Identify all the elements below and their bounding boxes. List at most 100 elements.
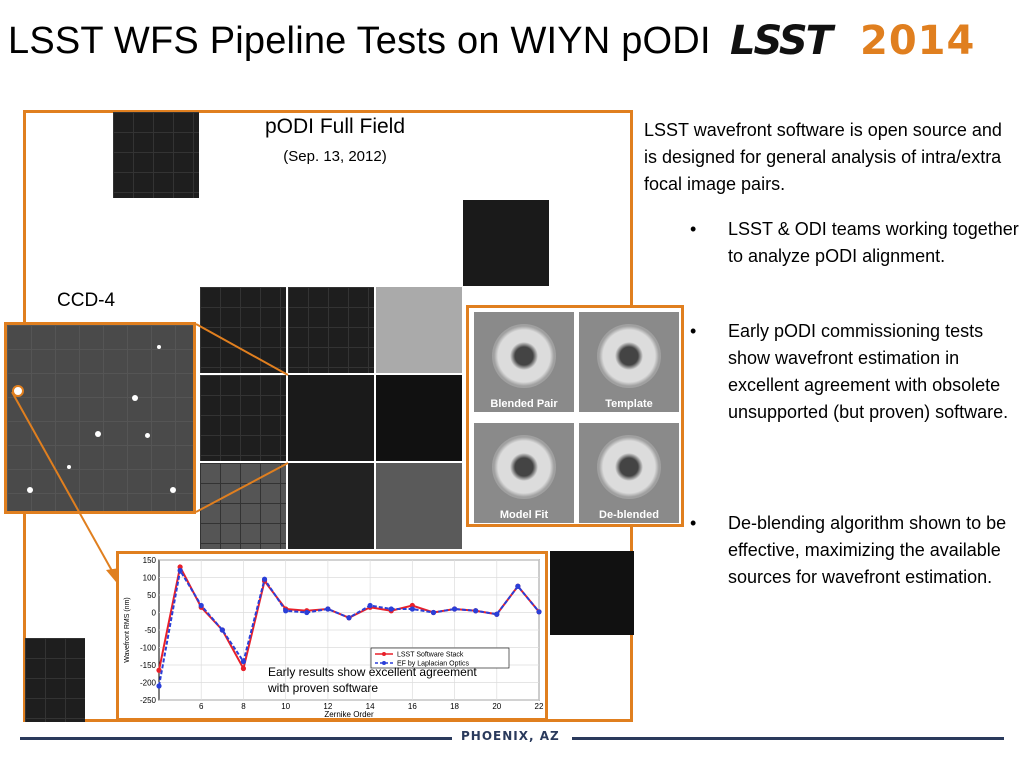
data-point bbox=[388, 606, 394, 612]
star bbox=[157, 345, 161, 349]
data-point bbox=[451, 606, 458, 612]
x-tick-label: 22 bbox=[535, 702, 544, 711]
donut-template: Template bbox=[579, 312, 679, 412]
y-tick-label: 50 bbox=[147, 591, 156, 600]
ccd-tile-r3c1 bbox=[200, 463, 286, 549]
y-axis-label: Wavefront RMS (nm) bbox=[124, 597, 131, 662]
donut-image bbox=[597, 324, 661, 388]
legend-marker bbox=[382, 652, 386, 656]
footer-rule-left bbox=[20, 737, 452, 740]
data-point bbox=[240, 658, 247, 665]
ccd4-label: CCD-4 bbox=[57, 290, 116, 311]
lsst-logo: LSST bbox=[730, 18, 833, 64]
bullet-dot: • bbox=[690, 513, 697, 533]
data-point bbox=[261, 576, 268, 582]
bullet-text: LSST & ODI teams working together to ana… bbox=[728, 219, 1019, 266]
y-tick-label: 0 bbox=[152, 609, 157, 618]
data-point bbox=[156, 667, 162, 673]
donut-image bbox=[492, 324, 556, 388]
logo-year: 2014 bbox=[860, 18, 976, 64]
slide-title: LSST WFS Pipeline Tests on WIYN pODI bbox=[8, 20, 711, 62]
intro-text: LSST wavefront software is open source a… bbox=[644, 120, 1002, 194]
legend-entry: LSST Software Stack bbox=[397, 652, 464, 659]
data-point bbox=[515, 583, 521, 589]
data-point bbox=[473, 608, 479, 614]
bullet-text: De-blending algorithm shown to be effect… bbox=[728, 513, 1007, 587]
data-point bbox=[430, 609, 437, 616]
ccd-tile-r2c1 bbox=[200, 375, 286, 461]
donut-image bbox=[492, 435, 556, 499]
bullet-item: • De-blending algorithm shown to be effe… bbox=[690, 510, 1020, 620]
donut-panel: Blended Pair Template Model Fit De-blend… bbox=[466, 305, 684, 527]
star bbox=[132, 395, 138, 401]
x-tick-label: 16 bbox=[408, 702, 417, 711]
donut-label: De-blended bbox=[599, 509, 659, 521]
data-point bbox=[325, 606, 331, 612]
ccd-tile-r3c3 bbox=[376, 463, 462, 549]
y-tick-label: -100 bbox=[140, 644, 157, 653]
data-point bbox=[240, 665, 247, 672]
data-point bbox=[219, 627, 225, 633]
data-point bbox=[367, 602, 373, 609]
field-title: pODI Full Field bbox=[264, 115, 406, 138]
ccd-tile-bottom-left bbox=[25, 638, 85, 722]
chart-caption: Early results show excellent agreement w… bbox=[268, 665, 477, 695]
star bbox=[145, 433, 150, 438]
donut-deblended: De-blended bbox=[579, 423, 679, 523]
legend-marker bbox=[382, 661, 386, 665]
data-point bbox=[409, 606, 415, 612]
bullet-item: • Early pODI commissioning tests show wa… bbox=[690, 318, 1020, 488]
ccd4-zoom-image bbox=[4, 322, 196, 514]
star bbox=[12, 385, 24, 397]
ccd-tile-r1c1 bbox=[200, 287, 286, 373]
connector-line bbox=[11, 391, 117, 579]
ccd-tile-r2c2 bbox=[288, 375, 374, 461]
y-tick-label: 150 bbox=[143, 556, 157, 565]
star bbox=[67, 465, 71, 469]
data-point bbox=[346, 615, 352, 621]
bullet-dot: • bbox=[690, 219, 697, 239]
ccd-tile-top-left bbox=[113, 112, 199, 198]
donut-label: Model Fit bbox=[499, 509, 549, 521]
ccd-tile-top-right bbox=[463, 200, 549, 286]
footer-rule-right bbox=[572, 737, 1004, 740]
data-point bbox=[283, 608, 289, 614]
legend-box bbox=[370, 647, 510, 669]
connector-line bbox=[195, 462, 289, 513]
y-tick-label: 100 bbox=[143, 574, 157, 583]
data-point bbox=[177, 567, 183, 574]
legend-entry: EF by Laplacian Optics bbox=[397, 661, 469, 668]
donut-label: Template bbox=[605, 398, 653, 410]
bullet-text: Early pODI commissioning tests show wave… bbox=[728, 321, 1009, 422]
chart-svg: -250 -200 -150 -100 -50 0 50 100 150 6 8 10 12 14 16 18… bbox=[124, 556, 544, 719]
x-tick-label: 10 bbox=[281, 702, 290, 711]
data-point bbox=[304, 609, 310, 616]
star bbox=[170, 487, 176, 493]
x-tick-label: 14 bbox=[366, 702, 375, 711]
ccd-tile-r2c3 bbox=[376, 375, 462, 461]
x-tick-label: 6 bbox=[199, 702, 204, 711]
ccd-tile-r3c2 bbox=[288, 463, 374, 549]
y-tick-label: -250 bbox=[140, 696, 157, 705]
donut-label: Blended Pair bbox=[490, 398, 558, 410]
connector-line bbox=[195, 323, 289, 376]
star bbox=[27, 487, 33, 493]
data-point bbox=[494, 611, 500, 617]
donut-blended-pair: Blended Pair bbox=[474, 312, 574, 412]
star bbox=[95, 431, 101, 437]
y-tick-label: -50 bbox=[144, 626, 156, 635]
ccd-tile-r1c2 bbox=[288, 287, 374, 373]
data-point bbox=[198, 602, 204, 609]
wavefront-chart: -250 -200 -150 -100 -50 0 50 100 150 6 8 10 12 14 16 18… bbox=[116, 551, 548, 721]
bullet-dot: • bbox=[690, 321, 697, 341]
field-date: (Sep. 13, 2012) bbox=[283, 148, 387, 165]
footer-location: PHOENIX, AZ bbox=[461, 729, 560, 743]
data-point bbox=[156, 683, 162, 689]
ccd-tile-r1c3 bbox=[376, 287, 462, 373]
x-tick-label: 18 bbox=[450, 702, 459, 711]
donut-model-fit: Model Fit bbox=[474, 423, 574, 523]
y-tick-label: -150 bbox=[140, 661, 157, 670]
bullet-item: • LSST & ODI teams working together to a… bbox=[690, 216, 1020, 300]
x-tick-label: 8 bbox=[241, 702, 246, 711]
